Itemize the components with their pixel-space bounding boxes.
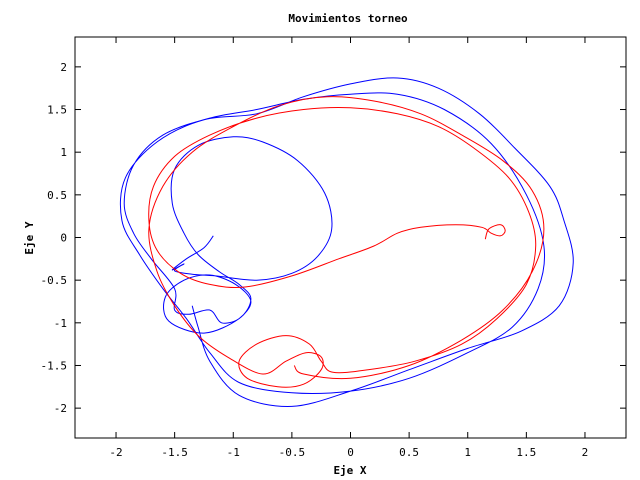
ticks: -2 -1.5 -1 -0.5 0 0.5 1 1.5 2 2 1.5 1 0.5 0 -0.5 -1 -1.5… — [41, 37, 626, 459]
y-tick-label: -2 — [54, 402, 67, 415]
y-tick-label: 1 — [60, 146, 67, 159]
y-tick-label: 2 — [60, 61, 67, 74]
x-tick-label: -1.5 — [161, 446, 188, 459]
chart-title: Movimientos torneo — [288, 12, 408, 25]
y-axis-label: Eje Y — [23, 221, 36, 254]
x-axis-label: Eje X — [333, 464, 366, 477]
series-line-1 — [148, 96, 545, 388]
series-line-0 — [119, 77, 574, 407]
x-tick-label: -1 — [227, 446, 240, 459]
y-tick-label: -1.5 — [41, 359, 68, 372]
x-tick-label: -2 — [109, 446, 122, 459]
x-tick-label: 0.5 — [399, 446, 419, 459]
y-tick-label: -1 — [54, 317, 67, 330]
y-tick-label: 0.5 — [47, 189, 67, 202]
x-tick-label: 2 — [582, 446, 589, 459]
x-tick-label: 0 — [347, 446, 354, 459]
x-tick-label: 1.5 — [516, 446, 536, 459]
y-tick-label: 1.5 — [47, 104, 67, 117]
series-group — [119, 77, 574, 407]
x-tick-label: -0.5 — [279, 446, 306, 459]
y-tick-label: -0.5 — [41, 274, 68, 287]
x-tick-label: 1 — [464, 446, 471, 459]
y-tick-label: 0 — [60, 232, 67, 245]
